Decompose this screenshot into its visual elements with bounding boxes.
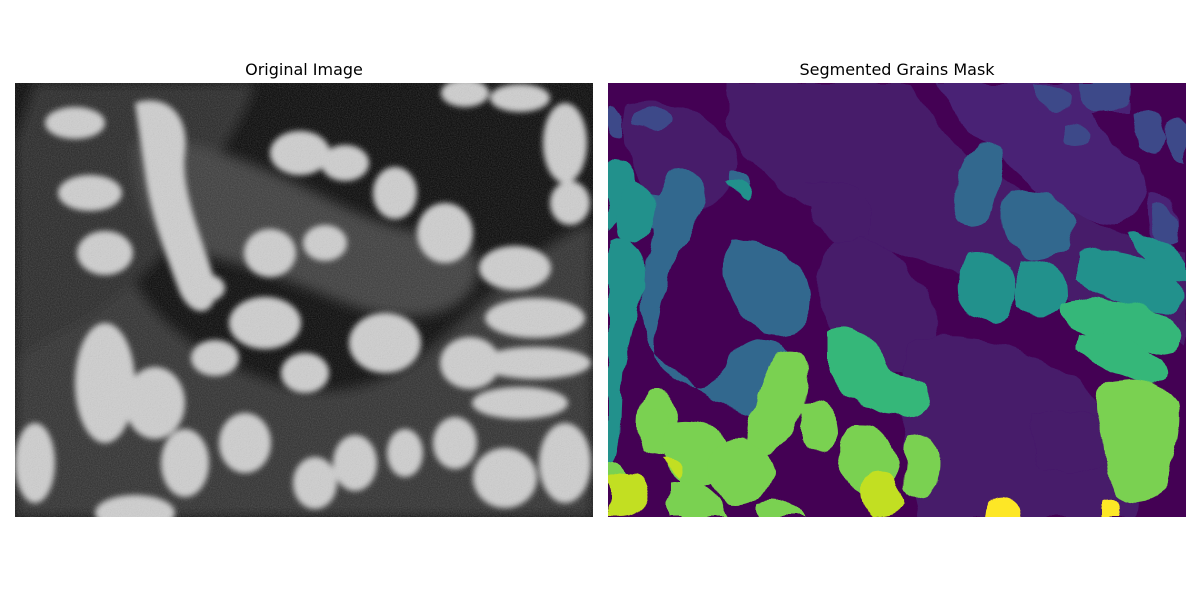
segmented-mask-image (608, 83, 1186, 517)
original-image-svg (15, 83, 593, 517)
original-image-title: Original Image (245, 60, 363, 79)
segmented-mask-svg (608, 83, 1186, 517)
segmented-mask-title: Segmented Grains Mask (799, 60, 995, 79)
original-image (15, 83, 593, 517)
